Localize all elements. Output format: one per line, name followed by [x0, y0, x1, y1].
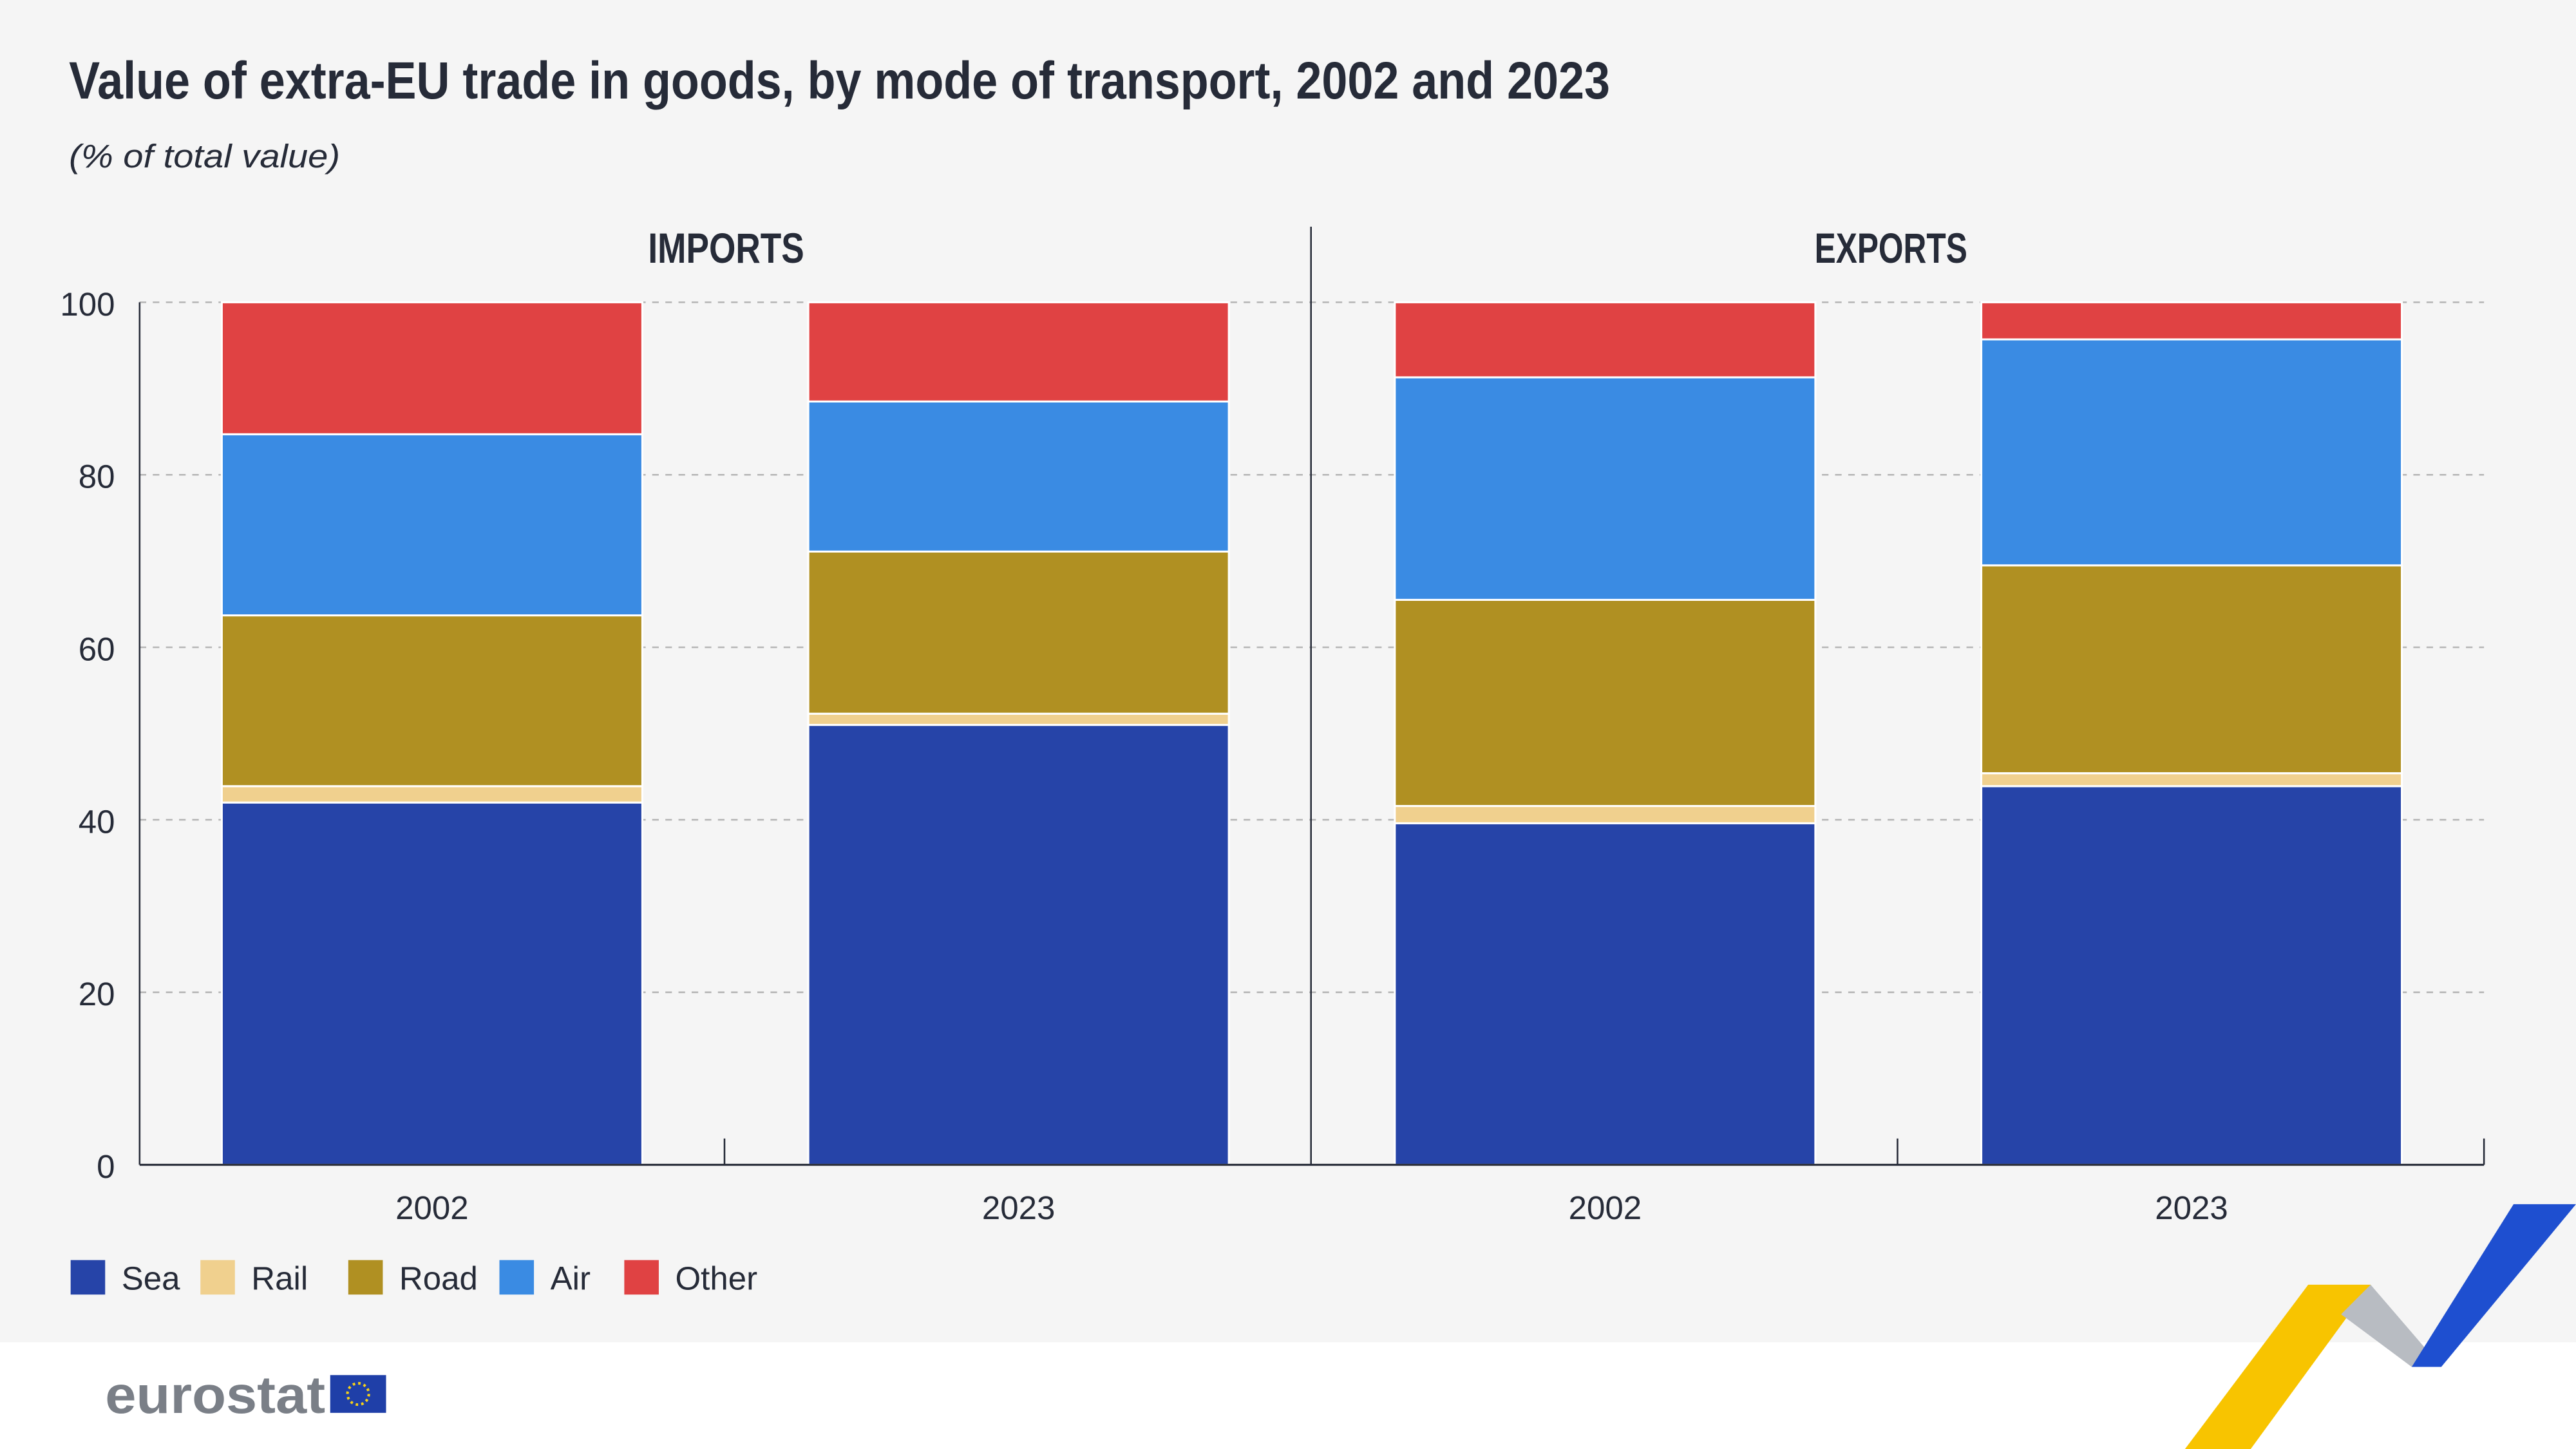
legend-label-other: Other	[675, 1260, 757, 1297]
bar-segment-rail	[220, 785, 643, 804]
legend-label-sea: Sea	[122, 1260, 180, 1297]
bar-segment-air	[220, 433, 643, 617]
eu-flag-icon	[330, 1375, 386, 1413]
bar-segment-air	[807, 400, 1230, 553]
bar-segment-road	[220, 614, 643, 788]
bar-segment-other	[807, 301, 1230, 402]
eurostat-logo: eurostat	[105, 1366, 386, 1425]
panel-title-exports: EXPORTS	[1815, 225, 1967, 272]
bar-segment-air	[1394, 376, 1817, 601]
legend-label-rail: Rail	[251, 1260, 308, 1297]
x-tick-label: 2023	[2155, 1189, 2228, 1226]
y-tick-label: 0	[97, 1148, 115, 1185]
legend-swatch-rail	[200, 1260, 235, 1295]
bar-segment-other	[220, 301, 643, 435]
decorative-ribbon	[2184, 1204, 2576, 1449]
bar-segment-road	[1980, 564, 2403, 775]
bar-segment-road	[807, 550, 1230, 715]
legend-swatch-air	[499, 1260, 535, 1295]
y-tick-label: 40	[79, 803, 115, 840]
bar-segment-rail	[1394, 805, 1817, 824]
bar-segment-other	[1394, 301, 1817, 379]
bar-segment-road	[1394, 598, 1817, 808]
bar-segment-other	[1980, 301, 2403, 341]
bar-segment-sea	[1394, 822, 1817, 1166]
legend-label-road: Road	[399, 1260, 478, 1297]
bar-segment-sea	[807, 724, 1230, 1166]
chart-subtitle: (% of total value)	[69, 138, 340, 175]
panel-title-imports: IMPORTS	[648, 225, 804, 272]
bar-segment-air	[1980, 338, 2403, 567]
y-tick-label: 60	[79, 631, 115, 668]
legend-swatch-sea	[70, 1260, 106, 1295]
x-tick-label: 2002	[395, 1189, 468, 1226]
bar-segment-sea	[220, 801, 643, 1166]
logo-text: eurostat	[105, 1366, 325, 1425]
bar-segment-rail	[807, 712, 1230, 726]
x-tick-label: 2023	[982, 1189, 1056, 1226]
legend-swatch-road	[348, 1260, 383, 1295]
x-tick-label: 2002	[1569, 1189, 1642, 1226]
bar-segment-rail	[1980, 772, 2403, 788]
y-tick-label: 100	[60, 286, 115, 323]
bar-segment-sea	[1980, 785, 2403, 1166]
chart-title: Value of extra-EU trade in goods, by mod…	[69, 52, 1610, 110]
y-tick-label: 20	[79, 976, 115, 1012]
legend-swatch-other	[624, 1260, 659, 1295]
y-tick-label: 80	[79, 459, 115, 495]
legend-label-air: Air	[551, 1260, 591, 1297]
footer-band	[0, 1342, 2576, 1449]
